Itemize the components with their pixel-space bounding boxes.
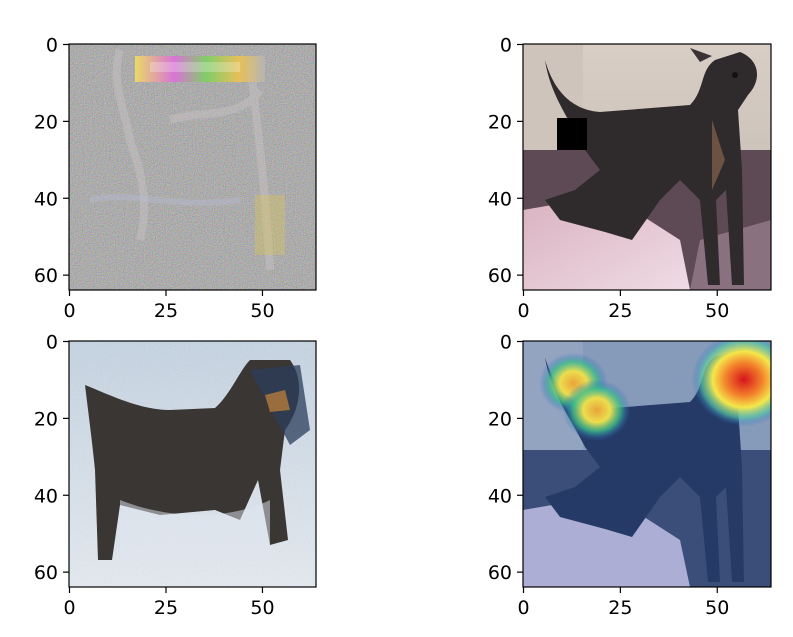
y-tick-label: 60 — [34, 562, 58, 584]
heatmap-hotspots — [539, 341, 771, 441]
x-tick-label: 50 — [250, 300, 274, 322]
y-tick-label: 0 — [46, 332, 58, 354]
y-tick-label: 60 — [488, 562, 512, 584]
x-tick-label: 0 — [517, 597, 529, 619]
heatmap-hotspot — [562, 379, 631, 441]
y-tick-label: 40 — [488, 188, 512, 210]
image-dog-occluded — [523, 44, 771, 290]
x-tick-label: 0 — [517, 300, 529, 322]
y-tick-label: 20 — [34, 111, 58, 133]
subplot-0 — [68, 43, 317, 291]
y-tick-label: 40 — [34, 188, 58, 210]
y-tick-label: 40 — [488, 485, 512, 507]
y-tick-label: 20 — [34, 408, 58, 430]
x-tick-label: 50 — [705, 300, 729, 322]
y-tick-label: 20 — [488, 408, 512, 430]
x-tick-label: 50 — [250, 597, 274, 619]
image-inverted-reconstruction — [69, 341, 316, 587]
x-tick-label: 0 — [63, 597, 75, 619]
subplot-2 — [68, 340, 317, 588]
y-tick-label: 60 — [34, 265, 58, 287]
image-heatmap-overlay — [523, 341, 771, 587]
image-saliency — [69, 44, 316, 290]
y-tick-label: 40 — [34, 485, 58, 507]
x-tick-label: 0 — [63, 300, 75, 322]
y-tick-label: 0 — [46, 35, 58, 57]
y-tick-label: 0 — [500, 35, 512, 57]
subplot-3 — [522, 340, 772, 588]
x-tick-label: 25 — [608, 300, 632, 322]
x-tick-label: 25 — [608, 597, 632, 619]
x-tick-label: 25 — [154, 300, 178, 322]
y-tick-label: 20 — [488, 111, 512, 133]
y-tick-label: 60 — [488, 265, 512, 287]
heatmap-hotspot — [691, 341, 771, 427]
x-tick-label: 50 — [705, 597, 729, 619]
y-tick-label: 0 — [500, 332, 512, 354]
subplot-1 — [522, 43, 772, 291]
x-tick-label: 25 — [154, 597, 178, 619]
